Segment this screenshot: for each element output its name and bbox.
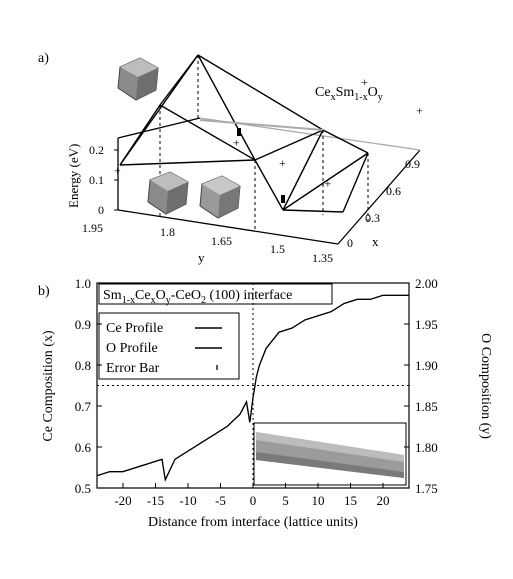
legend-label-error: Error Bar: [106, 361, 160, 376]
panel-a-z-ticks: 0 0.1 0.2: [89, 143, 118, 217]
tick-label: 0.6: [386, 184, 401, 198]
panel-a-x-ticks: 0 0.3 0.6 0.9: [347, 157, 420, 250]
y-left-tick-label: 0.9: [75, 317, 91, 332]
tick-label: 1.8: [160, 225, 175, 239]
inset-image: [253, 422, 407, 486]
panel-a-zlabel: Energy (eV): [66, 144, 81, 208]
x-tick-label: -15: [147, 493, 164, 508]
cluster-image-1: [117, 57, 159, 101]
x-tick-label: -10: [179, 493, 196, 508]
panel-a-y-ticks: 1.95 1.8 1.65 1.5 1.35: [82, 221, 333, 265]
data-point: +: [279, 156, 286, 170]
data-point: +: [416, 103, 423, 117]
panel-b-label: b): [38, 284, 50, 299]
panel-a-hull: [119, 54, 369, 213]
x-tick-label: 20: [377, 493, 390, 508]
data-point: +: [114, 163, 121, 177]
x-tick-label: 15: [344, 493, 357, 508]
tick-label: 0.2: [89, 143, 104, 157]
tick-label: 0.9: [405, 157, 420, 171]
tick-label: 0.1: [89, 173, 104, 187]
y-left-tick-label: 0.7: [75, 399, 92, 414]
panel-a-title: CexSm1-xOy: [315, 85, 383, 103]
panel-a-gray-edge: [199, 119, 324, 131]
cluster-image-2: [147, 171, 189, 215]
y-right-tick-label: 1.95: [415, 317, 438, 332]
x-tick-label: -5: [215, 493, 226, 508]
tick-label: 0: [347, 236, 353, 250]
panel-b-title: Sm1-xCexOy-CeO2 (100) interface: [103, 288, 292, 306]
panel-b-ylabel-left: Ce Composition (x): [41, 330, 56, 442]
tick-label: 1.65: [211, 234, 232, 248]
x-tick-label: 0: [250, 493, 257, 508]
panel-a-label: a): [38, 51, 49, 66]
panel-b: b) Sm1-xCexOy-CeO2 (100) interface Ce Pr…: [38, 276, 493, 530]
panel-a-errorbar: [281, 195, 285, 203]
panel-a-xlabel: x: [372, 234, 379, 249]
tick-label: 1.5: [270, 242, 285, 256]
y-right-tick-label: 2.00: [415, 276, 438, 291]
y-left-tick-label: 0.6: [75, 440, 92, 455]
y-right-tick-label: 1.85: [415, 399, 438, 414]
x-tick-label: -20: [114, 493, 131, 508]
x-tick-label: 5: [282, 493, 289, 508]
panel-a-points: + + + + + +: [114, 75, 423, 190]
series-line-o: [96, 294, 409, 482]
legend: Ce Profile O Profile Error Bar: [98, 312, 240, 380]
panel-a-errorbar: [237, 128, 241, 136]
y-right-tick-label: 1.75: [415, 481, 438, 496]
panel-b-reference-lines: [97, 283, 409, 488]
y-left-tick-label: 0.8: [75, 358, 91, 373]
legend-label-ce: Ce Profile: [106, 321, 163, 336]
panel-b-series: [96, 294, 409, 482]
panel-b-ylabel-right: O Composition (y): [478, 333, 493, 439]
tick-label: 1.35: [312, 251, 333, 265]
panel-b-xlabel: Distance from interface (lattice units): [148, 515, 358, 530]
data-point: +: [325, 176, 332, 190]
legend-label-o: O Profile: [106, 341, 158, 356]
panel-b-title-box: [98, 283, 333, 305]
data-point: +: [361, 75, 368, 89]
tick-label: 0: [98, 203, 104, 217]
data-point: +: [233, 136, 240, 150]
panel-b-ticks: -20 -15 -10 -5 0 5 10 15 20 0.5 0.6 0.7 0.8 0.9 1.0 1.7…: [75, 276, 438, 508]
y-left-tick-label: 0.5: [75, 481, 91, 496]
tick-label: 0.3: [365, 211, 380, 225]
y-left-tick-label: 1.0: [75, 276, 91, 291]
cluster-image-3: [199, 175, 241, 219]
x-tick-label: 10: [312, 493, 325, 508]
y-right-tick-label: 1.80: [415, 440, 438, 455]
panel-a: a) CexSm1-xOy 0 0.1 0.2 Energy (eV) 1.95…: [38, 51, 423, 265]
y-right-tick-label: 1.90: [415, 358, 438, 373]
panel-a-droplines: [159, 55, 369, 232]
tick-label: 1.95: [82, 221, 103, 235]
legend-box: [98, 312, 240, 380]
panel-a-ylabel: y: [198, 250, 205, 265]
